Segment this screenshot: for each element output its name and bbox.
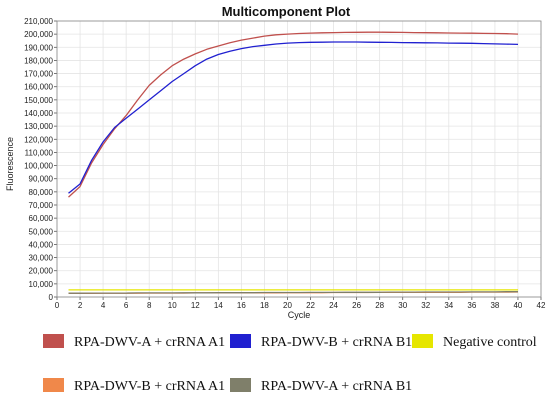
x-tick-label: 20 bbox=[283, 301, 292, 310]
x-tick-label: 18 bbox=[260, 301, 269, 310]
y-tick-label: 60,000 bbox=[29, 214, 54, 223]
legend-label-5: RPA-DWV-A + crRNA B1 bbox=[261, 379, 412, 394]
x-tick-label: 26 bbox=[352, 301, 361, 310]
y-axis-label: Fluorescence bbox=[5, 137, 15, 191]
y-tick-label: 70,000 bbox=[29, 201, 54, 210]
grid bbox=[56, 20, 542, 298]
x-tick-label: 30 bbox=[398, 301, 407, 310]
legend-label-3: Negative control bbox=[443, 335, 537, 350]
legend: RPA-DWV-A + crRNA A1 RPA-DWV-B + crRNA B1… bbox=[43, 334, 537, 394]
plot-frame bbox=[56, 20, 542, 298]
chart-title: Multicomponent Plot bbox=[222, 4, 351, 19]
x-tick-label: 40 bbox=[513, 301, 522, 310]
y-tick-label: 160,000 bbox=[24, 83, 53, 92]
y-tick-label: 10,000 bbox=[29, 280, 54, 289]
y-tick-label: 80,000 bbox=[29, 188, 54, 197]
axes: 0 10,000 20,000 30,000 40,000 50,000 60,000 70,… bbox=[24, 17, 546, 310]
legend-swatch-4 bbox=[43, 378, 64, 392]
x-tick-label: 12 bbox=[191, 301, 200, 310]
x-tick-label: 24 bbox=[329, 301, 338, 310]
series-lines bbox=[68, 31, 519, 294]
legend-label-2: RPA-DWV-B + crRNA B1 bbox=[261, 335, 412, 350]
x-axis-label: Cycle bbox=[288, 310, 311, 320]
x-tick-label: 16 bbox=[237, 301, 246, 310]
x-tick-label: 22 bbox=[306, 301, 315, 310]
legend-swatch-3 bbox=[412, 334, 433, 348]
x-tick-label: 34 bbox=[444, 301, 453, 310]
y-tick-label: 50,000 bbox=[29, 227, 54, 236]
y-tick-label: 170,000 bbox=[24, 70, 53, 79]
y-tick-label: 90,000 bbox=[29, 175, 54, 184]
x-tick-label: 4 bbox=[101, 301, 106, 310]
y-tick-label: 30,000 bbox=[29, 254, 54, 263]
y-tick-label: 110,000 bbox=[25, 148, 54, 157]
x-tick-label: 32 bbox=[421, 301, 430, 310]
x-tick-label: 38 bbox=[490, 301, 499, 310]
x-tick-label: 10 bbox=[168, 301, 177, 310]
series-line-2 bbox=[68, 41, 519, 194]
y-tick-label: 200,000 bbox=[24, 30, 53, 39]
series-line-1 bbox=[68, 31, 519, 198]
x-tick-label: 28 bbox=[375, 301, 384, 310]
legend-label-1: RPA-DWV-A + crRNA A1 bbox=[74, 335, 225, 350]
y-tick-label: 0 bbox=[49, 293, 54, 302]
y-tick-label: 140,000 bbox=[24, 109, 53, 118]
plot-area bbox=[57, 21, 541, 297]
y-tick-label: 100,000 bbox=[24, 162, 53, 171]
series-line-5 bbox=[68, 291, 518, 294]
x-tick-label: 36 bbox=[467, 301, 476, 310]
x-tick-label: 2 bbox=[78, 301, 83, 310]
y-tick-label: 190,000 bbox=[24, 43, 53, 52]
legend-label-4: RPA-DWV-B + crRNA A1 bbox=[74, 379, 225, 394]
legend-swatch-5 bbox=[230, 378, 251, 392]
y-tick-label: 150,000 bbox=[24, 96, 53, 105]
x-tick-label: 42 bbox=[537, 301, 546, 310]
y-tick-label: 180,000 bbox=[24, 56, 53, 65]
y-tick-label: 210,000 bbox=[24, 17, 53, 26]
x-tick-label: 0 bbox=[55, 301, 60, 310]
x-tick-label: 6 bbox=[124, 301, 129, 310]
y-tick-label: 130,000 bbox=[24, 122, 53, 131]
x-tick-label: 8 bbox=[147, 301, 152, 310]
legend-swatch-1 bbox=[43, 334, 64, 348]
legend-swatch-2 bbox=[230, 334, 251, 348]
y-tick-label: 20,000 bbox=[29, 267, 54, 276]
x-tick-label: 14 bbox=[214, 301, 223, 310]
y-tick-label: 40,000 bbox=[29, 240, 54, 249]
y-tick-label: 120,000 bbox=[24, 135, 53, 144]
